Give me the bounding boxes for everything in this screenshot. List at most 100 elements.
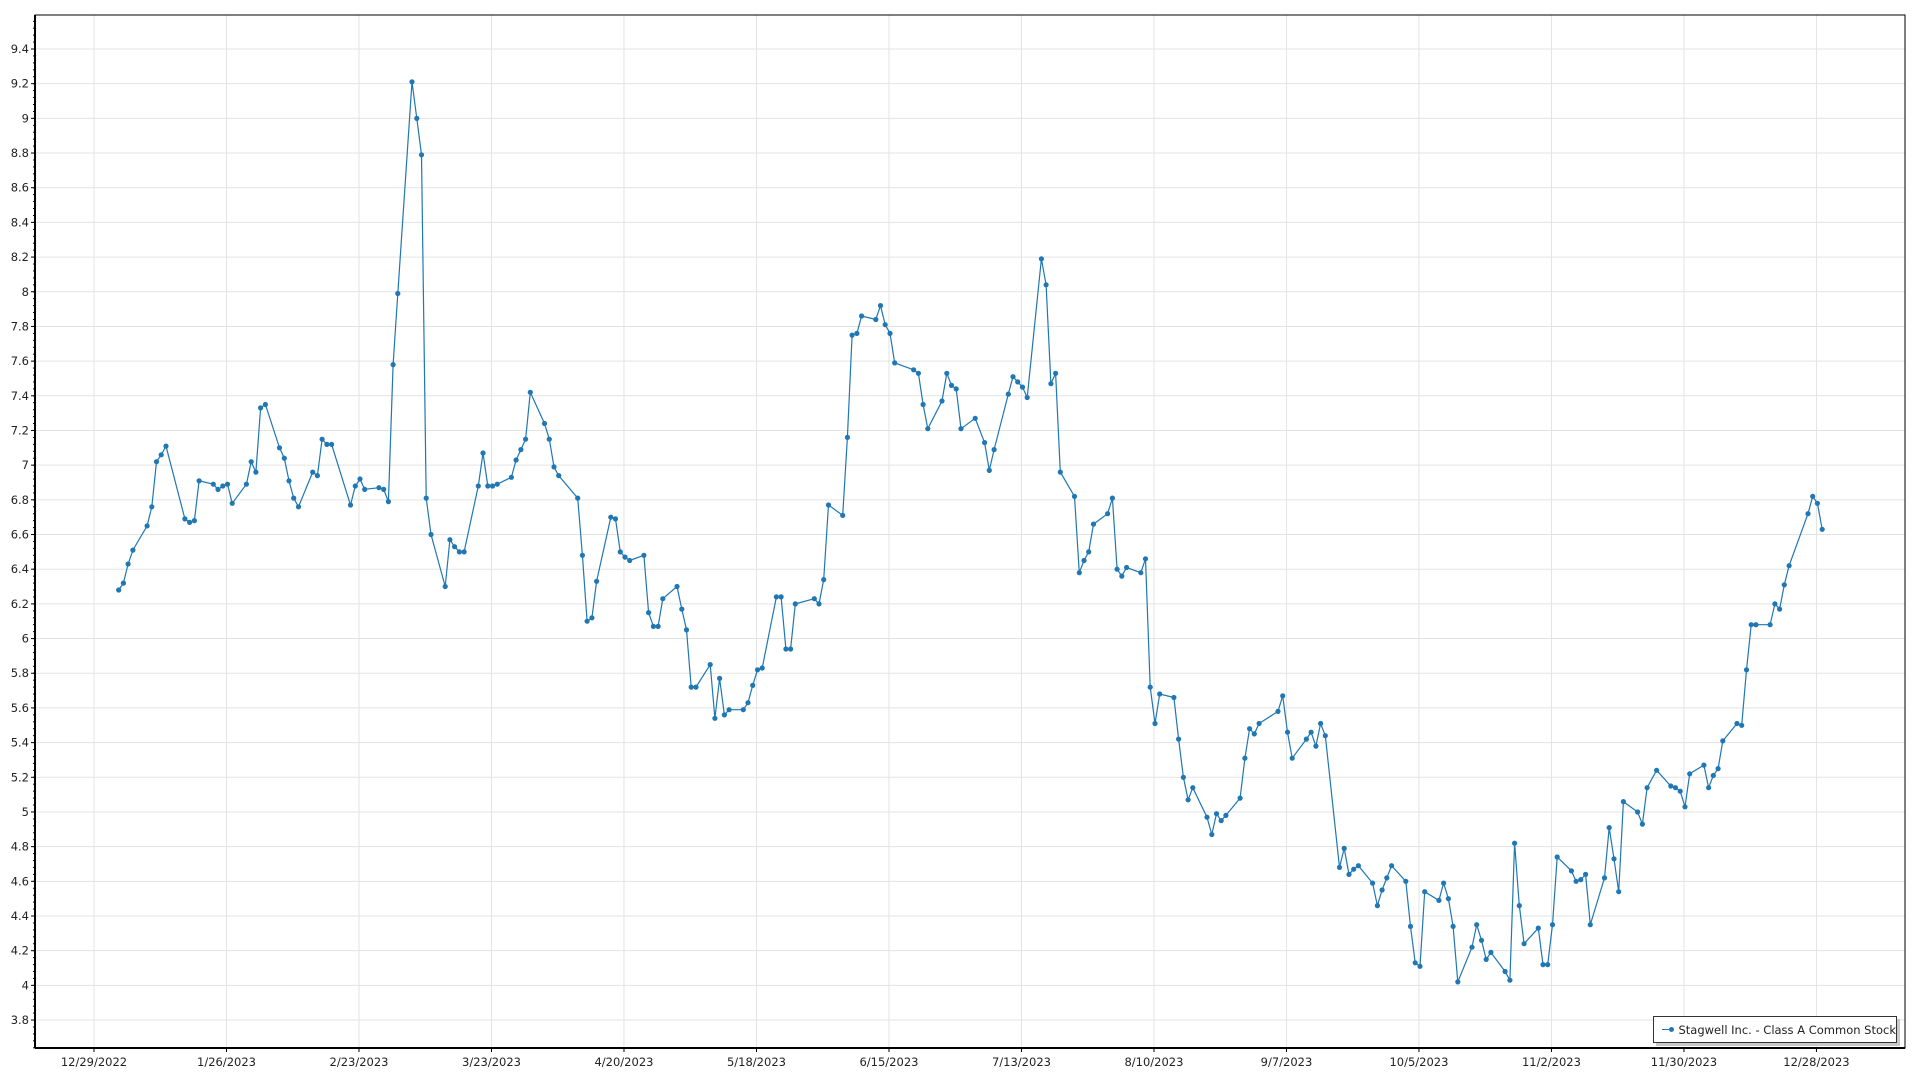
data-point: [149, 504, 155, 510]
data-point: [712, 715, 718, 721]
data-point: [1005, 391, 1011, 397]
y-tick-label: 6.2: [11, 597, 29, 611]
data-point: [1654, 767, 1660, 773]
data-point: [229, 500, 235, 506]
data-point: [877, 303, 884, 309]
data-point: [1374, 903, 1380, 909]
y-tick-label: 7.2: [11, 423, 29, 437]
data-point: [1308, 729, 1314, 735]
data-point: [518, 447, 524, 453]
data-point: [319, 436, 325, 442]
data-point: [1119, 573, 1125, 579]
data-point: [187, 519, 193, 526]
data-point: [546, 436, 552, 442]
data-point: [1071, 493, 1078, 499]
data-point: [414, 115, 420, 121]
data-point: [456, 549, 462, 555]
data-point: [1336, 864, 1343, 871]
data-point: [911, 367, 917, 373]
data-point: [840, 512, 846, 519]
data-point: [646, 610, 652, 616]
axes: 9.4 9.2 9 8.8 8.6 8.4 8.2 8 7.8 7.6 7.4 7.2 7 6.8 6.6 6…: [11, 14, 1906, 1069]
y-tick-label: 5.2: [11, 770, 29, 784]
data-point: [1322, 733, 1328, 739]
data-point: [442, 583, 448, 590]
data-point: [944, 370, 950, 376]
data-point: [759, 665, 765, 671]
data-point: [1318, 720, 1324, 727]
data-point: [1180, 774, 1186, 780]
x-tick-label: 4/20/2023: [594, 1055, 653, 1069]
data-point: [224, 481, 231, 487]
data-point: [1057, 469, 1063, 475]
data-point: [1549, 922, 1556, 928]
data-point: [1502, 968, 1508, 975]
data-point: [1606, 825, 1612, 831]
data-point: [1275, 708, 1281, 715]
data-point: [859, 313, 865, 319]
x-tick-label: 3/23/2023: [462, 1055, 521, 1069]
data-point: [1048, 381, 1054, 387]
data-point: [816, 601, 822, 607]
data-point: [915, 370, 922, 376]
data-point: [1114, 566, 1120, 572]
data-point: [418, 152, 425, 158]
data-point: [754, 667, 761, 673]
data-point: [1389, 863, 1395, 869]
data-point: [1346, 871, 1352, 878]
data-point: [1611, 856, 1617, 862]
data-point: [1284, 729, 1291, 735]
data-point: [1512, 840, 1518, 846]
data-point: [1157, 691, 1163, 697]
data-point: [489, 483, 496, 489]
y-tick-label: 8.6: [11, 181, 29, 195]
data-point: [347, 502, 354, 508]
data-point: [485, 483, 491, 489]
data-point: [920, 401, 926, 408]
data-point: [811, 596, 817, 602]
data-point: [1341, 845, 1347, 852]
y-tick-label: 8.2: [11, 250, 29, 264]
data-point: [650, 623, 657, 630]
data-point: [721, 712, 728, 718]
data-point: [1436, 897, 1442, 904]
data-point: [1753, 622, 1759, 628]
data-point: [523, 436, 529, 442]
data-point: [821, 577, 827, 583]
data-point: [527, 389, 533, 395]
data-point: [381, 486, 387, 492]
data-point: [1478, 937, 1485, 943]
data-point: [1370, 880, 1376, 886]
data-point: [352, 483, 358, 489]
data-point: [1138, 570, 1144, 576]
data-point: [972, 415, 978, 421]
data-point: [1417, 963, 1423, 969]
data-point: [750, 682, 756, 689]
data-point: [329, 441, 335, 447]
data-point: [196, 478, 202, 484]
data-point: [357, 476, 363, 482]
data-point: [1715, 766, 1721, 772]
y-tick-label: 8: [22, 285, 29, 299]
data-point: [1355, 863, 1361, 869]
data-point: [958, 426, 964, 432]
data-point: [674, 583, 680, 590]
data-point: [1086, 549, 1092, 555]
data-point: [617, 549, 623, 555]
x-tick-label: 11/2/2023: [1522, 1055, 1581, 1069]
data-point: [1814, 500, 1820, 506]
data-point: [1289, 755, 1295, 761]
data-point: [1521, 941, 1527, 947]
data-point: [1786, 563, 1792, 569]
data-point: [494, 481, 500, 487]
data-point: [423, 495, 429, 501]
data-point: [362, 486, 368, 492]
data-point: [1601, 875, 1608, 881]
data-point: [1483, 956, 1489, 963]
legend: Stagwell Inc. - Class A Common Stock: [1653, 1016, 1897, 1043]
data-point: [158, 452, 164, 458]
data-point: [612, 516, 619, 522]
data-point: [262, 401, 268, 408]
y-tick-label: 9.4: [11, 42, 29, 56]
data-point: [849, 332, 855, 338]
